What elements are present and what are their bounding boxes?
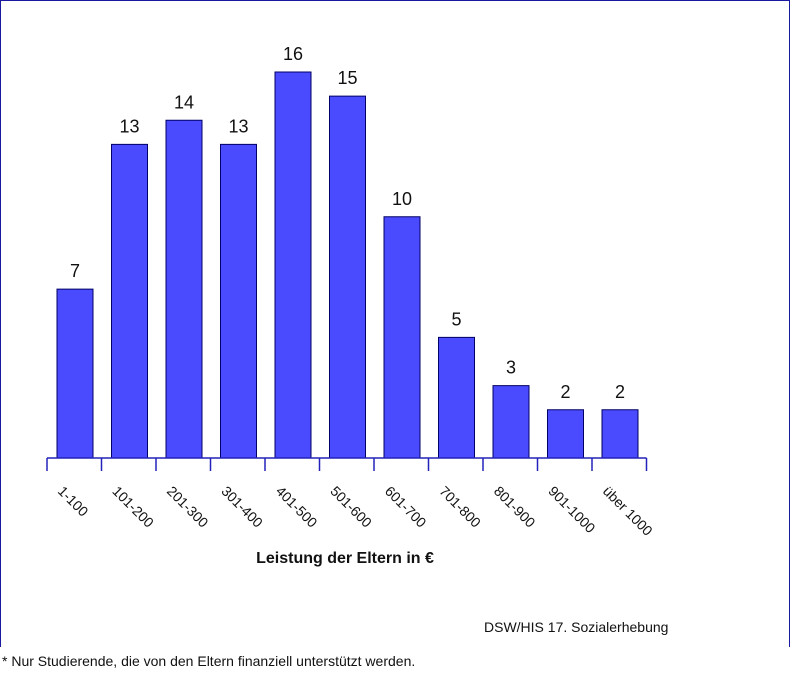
bar-1-100	[56, 288, 94, 459]
bar-ber-1000	[601, 409, 639, 459]
x-axis	[46, 457, 648, 471]
bar-301-400	[220, 143, 257, 459]
value-label-501-600: 15	[337, 68, 357, 88]
bar-601-700	[383, 216, 421, 459]
tick-label-801-900: 801-900	[491, 483, 539, 531]
chart-frame	[0, 0, 790, 647]
tick-label-401-500: 401-500	[273, 483, 321, 531]
value-label-201-300: 14	[174, 92, 194, 112]
bar-401-500	[274, 71, 312, 459]
value-label-701-800: 5	[451, 309, 461, 329]
tick-label-301-400: 301-400	[218, 483, 266, 531]
bar-701-800	[438, 336, 475, 459]
tick-label-901-1000: 901-1000	[545, 483, 598, 536]
value-labels-group: 7 13 14 13 16 15 10 5 3 2 2	[70, 44, 625, 402]
bars-group	[56, 71, 639, 459]
value-label-301-400: 13	[228, 116, 248, 136]
value-label-401-500: 16	[283, 44, 303, 64]
tick-label-201-300: 201-300	[164, 483, 212, 531]
bar-901-1000	[547, 409, 584, 459]
bar-801-900	[492, 385, 530, 459]
tick-label-601-700: 601-700	[382, 483, 430, 531]
value-label-ber-1000: 2	[615, 382, 625, 402]
tick-label-ber-1000: über 1000	[600, 483, 656, 539]
tick-label-701-800: 701-800	[436, 483, 484, 531]
tick-label-501-600: 501-600	[327, 483, 375, 531]
value-label-801-900: 3	[506, 358, 516, 378]
value-label-101-200: 13	[119, 116, 139, 136]
footnote: * Nur Studierende, die von den Eltern fi…	[2, 653, 416, 669]
source-note: DSW/HIS 17. Sozialerhebung	[484, 619, 669, 635]
tick-label-1-100: 1-100	[55, 483, 92, 520]
tick-label-101-200: 101-200	[109, 483, 157, 531]
value-label-901-1000: 2	[560, 382, 570, 402]
bar-chart: 7 13 14 13 16 15 10 5 3 2 2 1-100 101-200 201-300 301…	[46, 44, 656, 539]
x-axis-label: Leistung der Eltern in €	[256, 550, 434, 567]
value-label-601-700: 10	[392, 189, 412, 209]
tick-labels-group: 1-100 101-200 201-300 301-400 401-500 501-600…	[55, 483, 656, 539]
bar-101-200	[111, 143, 148, 459]
value-label-1-100: 7	[70, 261, 80, 281]
bar-501-600	[329, 95, 366, 459]
bar-201-300	[165, 119, 203, 459]
